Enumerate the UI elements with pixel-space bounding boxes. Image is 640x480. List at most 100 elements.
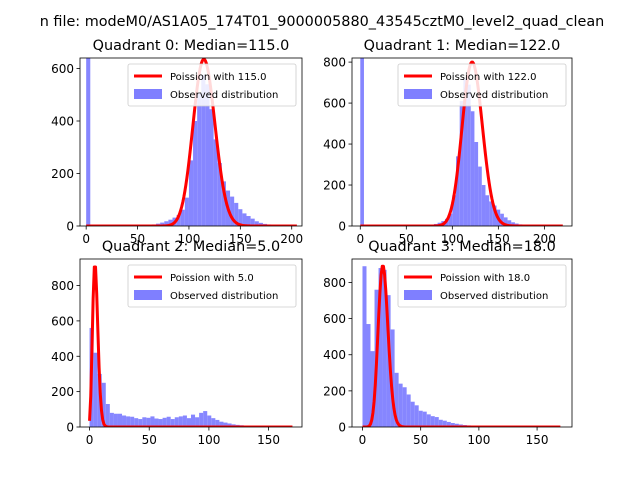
- legend-frame: [127, 63, 297, 107]
- axes-title: Quadrant 0: Median=115.0: [93, 38, 290, 54]
- y-tick-label: 0: [338, 421, 346, 435]
- histogram-bar: [481, 185, 486, 226]
- x-tick-label: 150: [257, 433, 280, 447]
- legend-frame: [127, 264, 297, 308]
- legend-label-poisson: Poission with 122.0: [440, 72, 536, 83]
- histogram-bar: [414, 405, 419, 427]
- y-tick-label: 400: [323, 138, 346, 152]
- histogram-bar: [101, 382, 106, 427]
- histogram-bar: [362, 266, 367, 427]
- histogram-bar: [463, 78, 468, 226]
- histogram-bar: [105, 404, 110, 427]
- poisson-curve: [359, 60, 564, 226]
- histogram-bar: [180, 209, 185, 226]
- y-tick-label: 800: [323, 276, 346, 290]
- axes-title: Quadrant 3: Median=18.0: [368, 239, 556, 255]
- histogram-bars: [89, 327, 293, 427]
- histogram-bar: [410, 401, 415, 427]
- histogram-bar: [254, 221, 259, 226]
- y-tick-label: 600: [51, 314, 74, 328]
- histogram-bar: [184, 197, 189, 226]
- histogram-bar: [164, 221, 169, 226]
- y-tick-label: 0: [66, 421, 74, 435]
- axes-frame: [351, 258, 573, 428]
- x-tick-label: 100: [441, 232, 464, 246]
- histogram-bar: [160, 222, 165, 226]
- histogram-bar: [454, 423, 459, 427]
- histogram-bars: [86, 58, 296, 226]
- histogram-bar: [113, 413, 118, 427]
- histogram-bar: [197, 93, 202, 226]
- histogram-bar: [448, 213, 453, 226]
- histogram-bar: [442, 420, 447, 427]
- histogram-bar: [452, 195, 457, 226]
- histogram-bar: [478, 166, 482, 226]
- histogram-bar: [219, 421, 224, 427]
- y-tick-label: 800: [51, 279, 74, 293]
- y-tick-label: 200: [323, 179, 346, 193]
- axes-frame: [79, 57, 303, 227]
- histogram-bar: [360, 58, 364, 226]
- histogram-bar: [227, 423, 232, 427]
- x-tick-label: 50: [399, 232, 414, 246]
- y-tick-label: 400: [51, 115, 74, 129]
- histogram-bar: [186, 418, 191, 427]
- histogram-bar: [234, 202, 239, 226]
- histogram-bar: [191, 414, 196, 427]
- histogram-bar: [207, 415, 212, 427]
- histogram-bar: [93, 352, 98, 427]
- histogram-bar: [426, 414, 431, 427]
- y-tick-label: 400: [51, 350, 74, 364]
- histogram-bar: [188, 160, 194, 226]
- x-tick-label: 50: [142, 433, 157, 447]
- axes-title: Quadrant 1: Median=122.0: [364, 38, 561, 54]
- legend: Poission with 18.0 Observed distribution: [397, 264, 567, 308]
- legend-frame: [397, 264, 567, 308]
- histogram-bar: [492, 205, 497, 226]
- legend: Poission with 122.0 Observed distribution: [397, 63, 567, 107]
- x-tick-label: 150: [487, 232, 510, 246]
- histogram-bar: [511, 222, 515, 226]
- histogram-bar: [86, 58, 91, 226]
- histogram-bar: [474, 142, 479, 226]
- histogram-bar: [450, 423, 455, 427]
- x-tick-label: 150: [229, 232, 252, 246]
- y-tick-label: 600: [323, 97, 346, 111]
- histogram-bar: [382, 269, 387, 427]
- x-tick-label: 50: [413, 433, 428, 447]
- histogram-bar: [126, 416, 131, 427]
- poisson-curve: [85, 58, 298, 226]
- legend: Poission with 5.0 Observed distribution: [127, 264, 297, 308]
- x-tick-label: 0: [356, 232, 364, 246]
- legend-label-poisson: Poission with 5.0: [170, 273, 254, 284]
- histogram-bar: [122, 415, 127, 427]
- axes-frame: [79, 258, 303, 428]
- histogram-bar: [434, 417, 439, 427]
- legend-swatch-observed: [134, 290, 162, 300]
- histogram-bar: [182, 415, 187, 427]
- histogram-bar: [242, 213, 247, 226]
- histogram-bar: [213, 139, 218, 226]
- histogram-bar: [195, 417, 200, 427]
- x-tick-label: 150: [526, 433, 549, 447]
- x-tick-label: 100: [197, 433, 220, 447]
- histogram-bar: [166, 416, 171, 427]
- x-tick-label: 200: [533, 232, 556, 246]
- legend-swatch-observed: [404, 290, 432, 300]
- histogram-bar: [422, 411, 427, 427]
- x-tick-label: 200: [280, 232, 303, 246]
- axes-title: Quadrant 2: Median=5.0: [102, 239, 280, 255]
- histogram-bar: [370, 351, 375, 427]
- histogram-bar: [146, 417, 151, 427]
- legend-swatch-observed: [134, 89, 162, 99]
- histogram-bar: [230, 196, 235, 226]
- y-tick-label: 600: [51, 62, 74, 76]
- y-tick-label: 800: [323, 56, 346, 70]
- histogram-bar: [170, 419, 175, 427]
- histogram-bar: [215, 419, 220, 427]
- histogram-bar: [246, 216, 251, 226]
- histogram-bar: [456, 156, 460, 226]
- chart-quadrant-2: 0 50 100 150 0 200 400 600 800 Quadrant 2: Median…: [51, 239, 303, 447]
- legend-frame: [397, 63, 567, 107]
- histogram-bar: [150, 416, 155, 427]
